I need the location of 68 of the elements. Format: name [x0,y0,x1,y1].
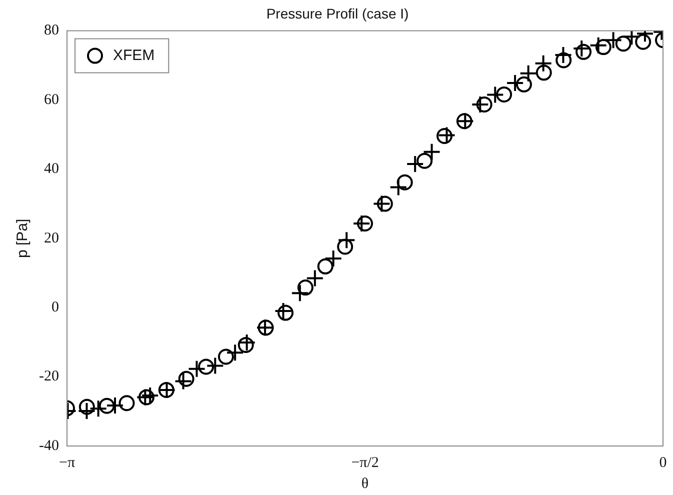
point [436,128,452,144]
point [604,31,622,50]
point [476,96,492,112]
point [78,398,95,415]
point [306,269,324,288]
legend-label: XFEM [112,46,155,64]
point [376,196,393,212]
point [519,64,538,82]
point [516,76,532,92]
point [98,398,115,414]
point [496,86,512,102]
y-tick-label: -40 [38,438,59,454]
point [576,44,592,60]
point [141,386,160,404]
point [372,194,391,213]
point [338,231,356,250]
point [118,395,135,412]
y-tick-label: 60 [44,92,59,108]
point [422,142,441,161]
point [238,334,256,352]
y-tick-label: 80 [44,22,59,39]
point [406,155,424,174]
point [486,86,504,104]
point [554,46,572,64]
point [556,52,572,68]
point [389,178,408,196]
point [615,36,632,52]
y-tick-label: 40 [44,161,59,178]
point [506,74,524,92]
x-tick-label: −π [58,454,76,471]
point [416,152,433,169]
x-axis-title: θ [361,476,369,492]
point [589,36,608,54]
y-tick-label: -20 [38,368,59,385]
y-axis-title: p [Pa] [14,218,32,258]
point [278,304,294,321]
point [352,214,371,233]
point [218,348,234,365]
point [290,284,309,302]
x-tick-label: 0 [659,454,667,471]
point [198,358,214,375]
point [534,54,552,72]
point [536,64,552,81]
point [174,372,192,390]
point [635,34,652,50]
y-tick-label: 20 [44,230,59,246]
point [206,356,224,375]
point [357,216,373,232]
point [89,400,108,418]
point [106,396,124,415]
point [317,258,334,274]
point [188,360,206,378]
point [324,249,342,268]
point [438,126,456,144]
point [297,280,314,296]
y-tick-label: 0 [51,300,59,316]
point [572,39,591,58]
chart-title: Pressure Profil (case I) [266,5,409,22]
point [178,370,194,387]
x-tick-label: −π/2 [351,454,379,471]
point [274,302,292,320]
point [396,174,413,190]
point [226,344,244,362]
point [471,96,490,114]
point [78,402,96,420]
point [595,39,612,56]
point [238,336,254,353]
point [337,238,354,255]
